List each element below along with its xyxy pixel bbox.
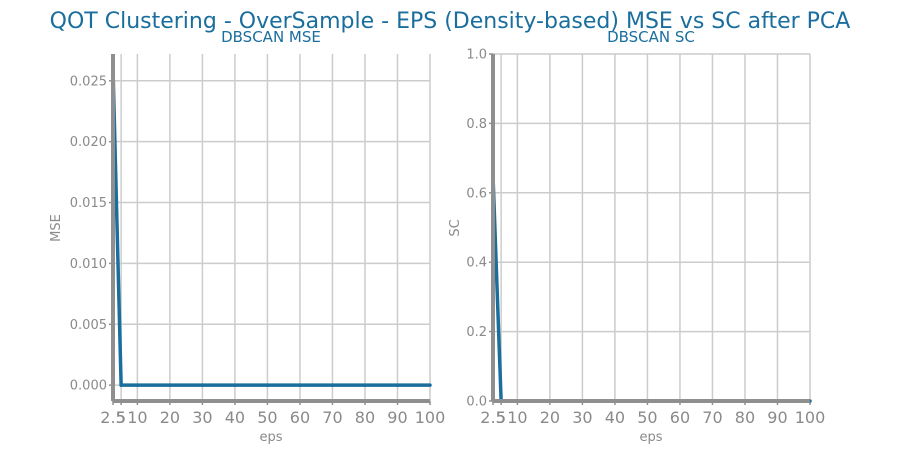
series-line — [491, 175, 810, 403]
x-axis-label: eps — [639, 430, 662, 445]
y-tick-label: 1.0 — [466, 48, 487, 63]
x-tick-label: 30 — [572, 408, 592, 427]
x-tick-label: 40 — [225, 408, 245, 427]
y-tick-label: 0.8 — [466, 117, 487, 132]
data-point — [135, 383, 140, 387]
x-tick-label: 60 — [290, 408, 310, 427]
x-tick-label: 100 — [795, 408, 826, 427]
y-tick-label: 0.005 — [70, 318, 107, 333]
x-tick-label: 20 — [160, 408, 180, 427]
x-axis-label: eps — [259, 430, 282, 445]
x-tick-label: 60 — [670, 408, 690, 427]
data-point — [395, 383, 400, 387]
x-tick-label: 90 — [767, 408, 787, 427]
y-tick-label: 0.025 — [70, 74, 107, 89]
x-tick-label: 10 — [507, 408, 527, 427]
x-tick-label: 20 — [540, 408, 560, 427]
x-tick-label: 100 — [415, 408, 446, 427]
figure-title: QOT Clustering - OverSample - EPS (Densi… — [50, 9, 851, 34]
data-point — [168, 383, 172, 387]
x-tick-label: 90 — [387, 408, 407, 427]
x-tick-label: 2.5 — [480, 408, 505, 427]
x-tick-label: 40 — [605, 408, 625, 427]
x-tick-label: 70 — [322, 408, 342, 427]
y-ticks: 0.0 0.2 0.4 0.6 0.8 1.0 — [466, 48, 493, 410]
y-tick-label: 0.020 — [70, 135, 107, 150]
mse-chart: DBSCAN MSE MSE eps 2.55 10 20 30 40 50 60 70 80 9… — [49, 28, 445, 445]
y-tick-label: 0.0 — [466, 395, 487, 410]
x-ticks: 2.55 10 20 30 40 50 60 70 80 90 100 — [100, 401, 445, 427]
y-tick-label: 0.000 — [70, 379, 107, 394]
data-point — [119, 383, 123, 387]
y-axis-label: MSE — [49, 214, 64, 242]
y-ticks: 0.000 0.005 0.010 0.015 0.020 0.025 — [70, 74, 113, 394]
data-point — [298, 383, 302, 387]
grid — [112, 54, 431, 401]
x-tick-label: 70 — [702, 408, 722, 427]
y-tick-label: 0.6 — [466, 186, 487, 201]
x-tick-label: 80 — [735, 408, 755, 427]
data-point — [233, 383, 237, 387]
data-point — [200, 383, 205, 387]
y-tick-label: 0.010 — [70, 257, 107, 272]
x-tick-label: 30 — [192, 408, 212, 427]
y-tick-label: 0.015 — [70, 196, 107, 211]
x-tick-label: 10 — [127, 408, 147, 427]
grid — [492, 53, 811, 402]
x-tick-label: 2.5 — [100, 408, 125, 427]
sc-chart: DBSCAN SC SC eps 2.55 10 20 30 40 50 60 70 80 90 1… — [448, 28, 825, 445]
x-tick-label: 50 — [637, 408, 657, 427]
chart-title: DBSCAN MSE — [221, 28, 321, 46]
y-tick-label: 0.2 — [466, 325, 487, 340]
x-tick-label: 80 — [355, 408, 375, 427]
y-axis-label: SC — [448, 219, 463, 236]
y-tick-label: 0.4 — [466, 256, 487, 271]
x-tick-label: 5 — [496, 408, 506, 427]
x-ticks: 2.55 10 20 30 40 50 60 70 80 90 100 — [480, 401, 825, 427]
chart-title: DBSCAN SC — [607, 28, 695, 46]
series-line — [111, 68, 430, 387]
x-tick-label: 50 — [257, 408, 277, 427]
x-tick-label: 5 — [116, 408, 126, 427]
data-point — [428, 383, 432, 387]
data-point — [265, 383, 270, 387]
data-point — [330, 383, 335, 387]
data-point — [363, 383, 367, 387]
